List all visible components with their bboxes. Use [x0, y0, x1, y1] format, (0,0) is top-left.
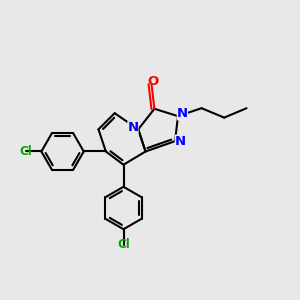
Text: Cl: Cl	[20, 145, 32, 158]
Text: N: N	[128, 122, 139, 134]
Text: N: N	[175, 135, 186, 148]
Text: N: N	[177, 107, 188, 120]
Text: Cl: Cl	[117, 238, 130, 251]
Text: O: O	[147, 75, 159, 88]
